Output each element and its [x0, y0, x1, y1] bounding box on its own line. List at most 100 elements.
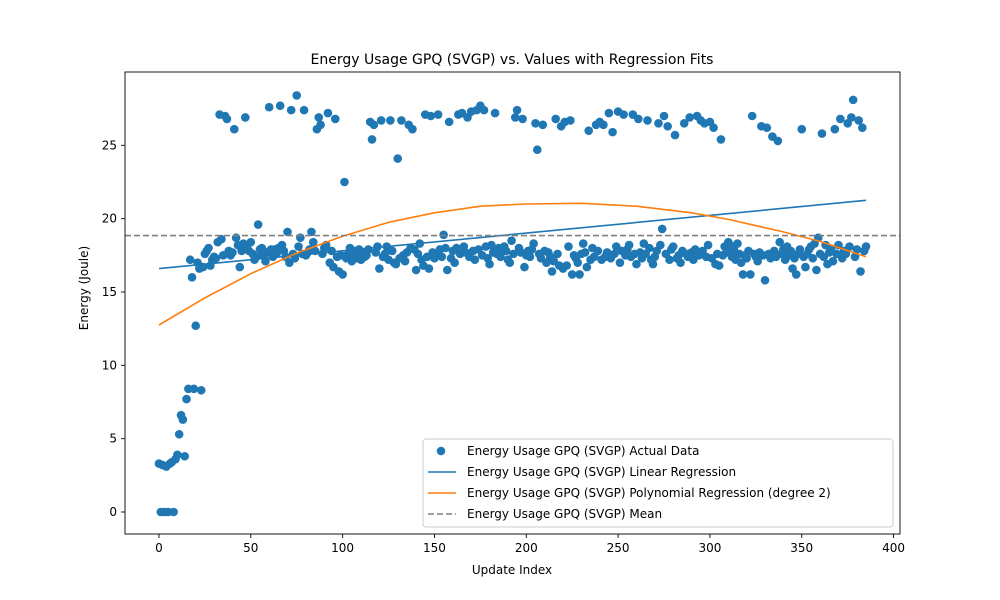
data-point — [801, 262, 810, 272]
data-point — [174, 429, 184, 439]
data-point — [685, 113, 695, 122]
axes-frame — [124, 71, 901, 535]
axes: 0 50 100 150 200 250 300 350 400 0 5 10 15 20 25 — [102, 71, 905, 555]
data-point — [375, 264, 384, 273]
data-point — [369, 120, 379, 130]
data-point — [283, 227, 292, 237]
data-point — [861, 242, 871, 251]
data-point — [738, 270, 748, 279]
data-point — [189, 384, 199, 394]
y-tick-label: 0 — [109, 505, 117, 519]
data-point — [367, 135, 377, 144]
data-point — [490, 108, 500, 118]
data-point — [450, 258, 459, 267]
data-point — [386, 116, 395, 125]
y-axis-label: Energy (Joule) — [77, 246, 91, 330]
data-point — [633, 114, 643, 124]
data-point — [246, 237, 256, 247]
data-point — [187, 273, 197, 282]
data-point — [196, 385, 206, 395]
data-point — [632, 259, 641, 269]
data-point — [393, 154, 403, 163]
data-point — [657, 224, 667, 234]
data-point — [485, 259, 494, 269]
legend-entry-label: Energy Usage GPQ (SVGP) Polynomial Regre… — [467, 486, 831, 500]
data-point — [593, 246, 603, 256]
data-point — [573, 258, 582, 267]
data-point — [808, 253, 818, 263]
legend-entry-label: Energy Usage GPQ (SVGP) Mean — [467, 507, 662, 521]
data-point — [656, 240, 665, 250]
data-point — [615, 258, 625, 267]
data-point — [847, 113, 856, 122]
data-point — [852, 245, 862, 254]
data-point — [531, 119, 540, 128]
data-point — [397, 116, 406, 125]
polynomial-regression-line — [158, 202, 867, 326]
legend-entry-label: Energy Usage GPQ (SVGP) Actual Data — [467, 444, 699, 458]
data-point — [854, 116, 863, 125]
data-point — [791, 270, 801, 279]
y-tick-label: 20 — [102, 212, 117, 226]
data-point — [532, 145, 542, 155]
data-point — [643, 116, 652, 125]
data-point — [338, 270, 347, 279]
data-point — [714, 261, 724, 270]
data-point — [858, 123, 867, 133]
data-point — [173, 450, 182, 460]
data-point — [505, 258, 515, 267]
data-point — [828, 256, 838, 266]
data-point — [185, 255, 195, 265]
data-point — [575, 270, 584, 279]
data-point — [275, 101, 285, 111]
data-point — [387, 246, 397, 256]
linear-regression-line — [158, 199, 867, 270]
legend-entry-label: Energy Usage GPQ (SVGP) Linear Regressio… — [467, 465, 736, 479]
data-point — [578, 239, 588, 248]
data-point — [836, 114, 845, 124]
data-point — [773, 136, 783, 146]
y-tick-label: 25 — [102, 138, 117, 152]
data-point — [222, 114, 232, 124]
data-point — [308, 237, 318, 247]
data-point — [648, 259, 658, 269]
data-point — [180, 451, 189, 461]
data-point — [299, 105, 309, 115]
data-point — [323, 108, 333, 118]
data-point — [610, 249, 619, 259]
data-point — [841, 249, 851, 259]
data-point — [604, 108, 614, 118]
chart-title: Energy Usage GPQ (SVGP) vs. Values with … — [311, 52, 714, 68]
x-axis-label: Update Index — [472, 563, 552, 577]
data-point — [551, 114, 560, 124]
data-point — [470, 255, 480, 265]
plot-area — [125, 91, 900, 517]
data-point — [253, 220, 263, 229]
data-point — [512, 105, 522, 115]
data-point — [670, 130, 680, 140]
y-tick-label: 15 — [102, 285, 117, 299]
data-point — [373, 242, 382, 251]
data-point — [229, 124, 239, 134]
data-point — [599, 120, 608, 130]
data-point — [709, 123, 718, 133]
data-point — [231, 233, 241, 243]
x-tick-label: 0 — [155, 541, 163, 555]
data-point — [746, 270, 755, 279]
data-point — [411, 265, 421, 275]
data-point — [676, 258, 685, 267]
data-point — [292, 91, 302, 100]
legend-box — [422, 438, 894, 528]
data-point — [376, 116, 386, 125]
legend-marker-scatter — [436, 446, 446, 456]
data-point — [408, 124, 417, 134]
x-tick-label: 100 — [331, 541, 354, 555]
data-point — [444, 117, 454, 127]
data-point — [204, 243, 213, 253]
data-point — [307, 227, 316, 237]
data-point — [762, 123, 772, 133]
data-point — [786, 246, 796, 256]
data-point — [760, 275, 770, 285]
data-point — [400, 256, 410, 266]
data-point — [509, 249, 518, 259]
